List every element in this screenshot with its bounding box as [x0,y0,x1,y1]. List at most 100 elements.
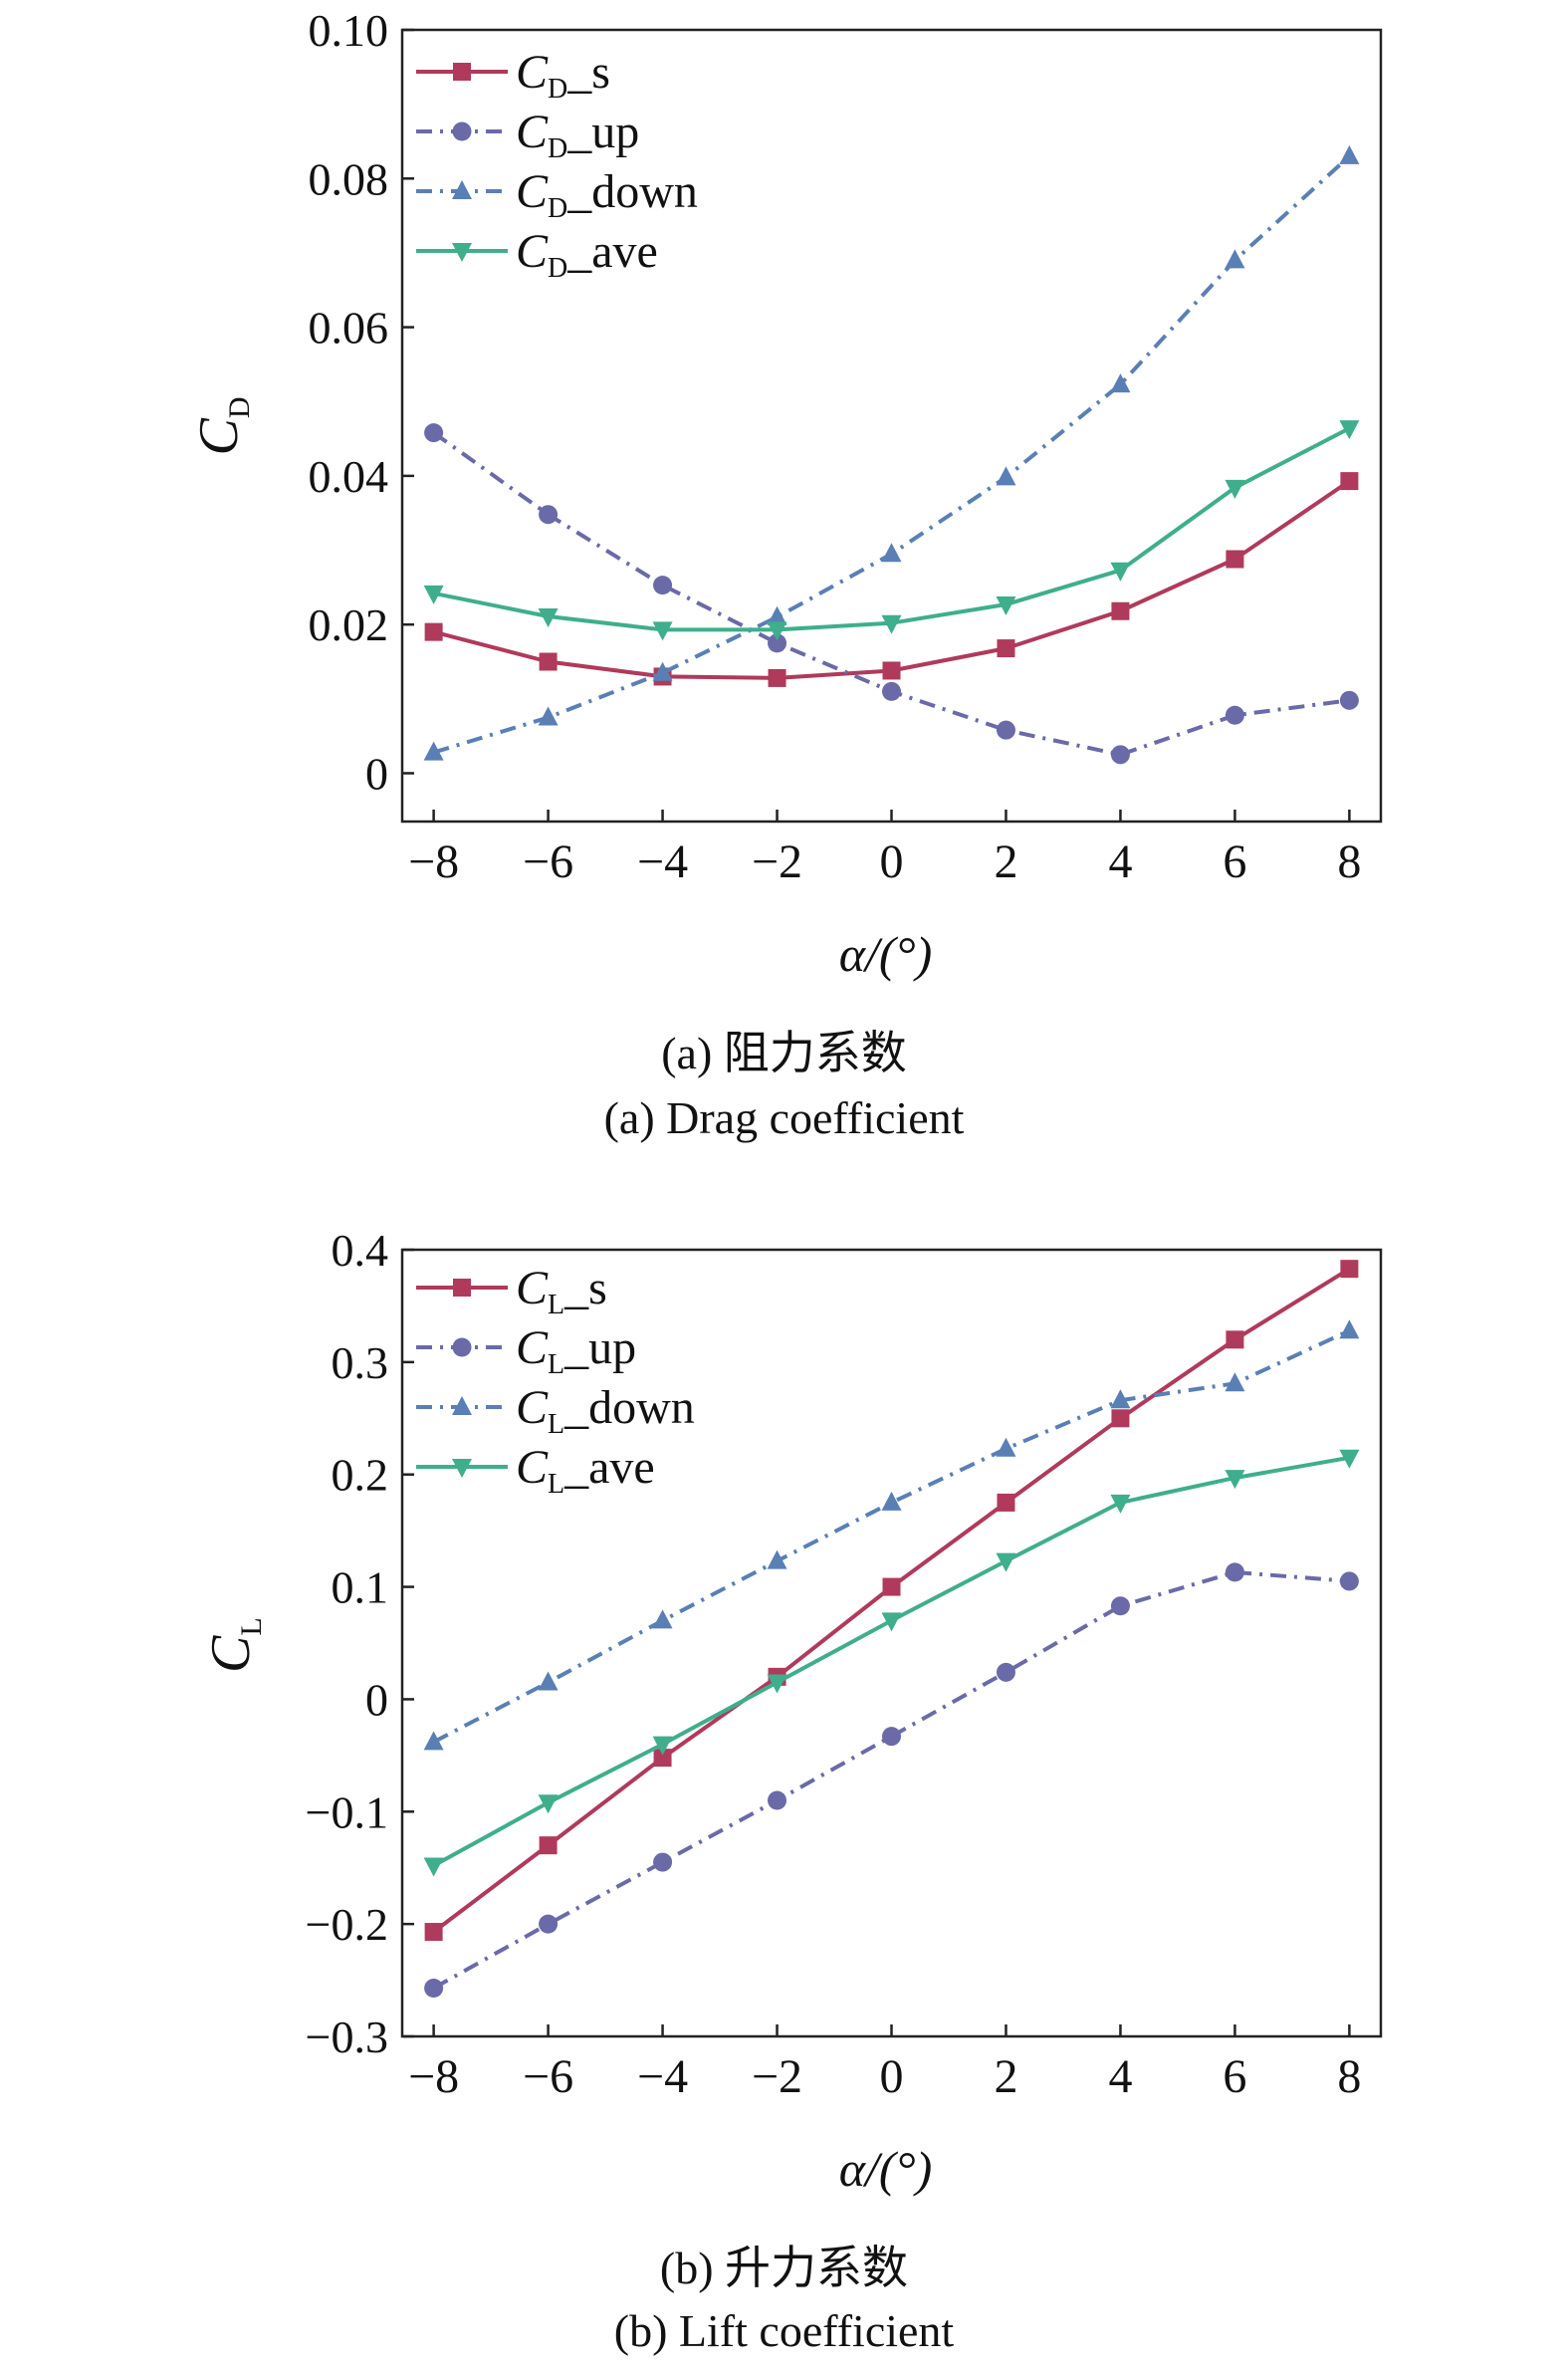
chartb-y-tick-label: 0.3 [332,1337,389,1388]
charta-point-down [652,661,673,681]
chartb-y-tick-label: 0.1 [332,1562,389,1613]
chartb-y-tick-label: 0.2 [332,1450,389,1501]
chartb-point-up [1110,1596,1130,1616]
chartb-point-down [1339,1319,1360,1339]
charta-point-up [1110,745,1130,765]
chartb-point-down [767,1549,787,1569]
caption-a-en: (a) Drag coefficient [603,1092,965,1143]
charta-point-down [767,605,787,625]
charta-legend-label: CD_ave [516,225,658,284]
charta-point-down [538,706,559,726]
charta-point-down [423,741,444,761]
charta-legend-marker [453,63,471,81]
charta-point-s [424,622,443,641]
chartb-line-down [432,1328,1351,1745]
chartb-point-down [881,1491,902,1511]
charta-x-tick-label: −6 [523,835,573,888]
chartb-point-s [539,1836,558,1855]
chartb-y-tick-label: 0 [365,1674,388,1725]
charta-point-up [539,505,559,525]
chartb-x-tick-label: 8 [1337,2050,1361,2103]
charta-line-ave [433,426,1351,632]
chartb-legend-label: CL_up [516,1321,636,1380]
charta-point-s [882,661,901,680]
charta-point-up [768,633,787,653]
drag-coefficient-chart: −8 −6 −4 −2 0 2 4 6 8 0 0.02 0.04 0.06 0.08 0.10 α/(°) C… [188,5,1383,982]
chartb-legend-label: CL_down [516,1381,695,1440]
chartb-y-axis-label: CL [200,1617,268,1673]
charta-y-tick-label: 0.10 [309,5,389,56]
chartb-point-s [424,1923,443,1942]
charta-point-ave [996,596,1016,616]
charta-legend-label: CD_up [516,106,639,164]
chartb-point-down [652,1609,673,1629]
chartb-x-tick-label: −4 [637,2050,688,2103]
charta-legend-label: CD_s [516,46,610,105]
charta-point-down [996,466,1016,486]
chartb-x-axis-label: α/(°) [839,2141,932,2197]
chartb-series-ave [423,1449,1360,1877]
charta-point-ave [881,614,902,634]
chartb-x-tick-label: −8 [408,2050,459,2103]
charta-point-s [997,639,1015,658]
chartb-point-down [538,1671,559,1691]
chartb-point-ave [881,1612,902,1632]
charta-point-s [1111,601,1130,620]
chartb-point-s [1226,1330,1244,1349]
chartb-legend-marker [453,1279,471,1297]
chartb-point-ave [1339,1449,1360,1469]
charta-x-tick-label: 6 [1223,835,1246,888]
charta-point-s [768,668,786,687]
charta-point-up [1225,705,1244,725]
charta-y-axis-label: CD [188,396,256,455]
chartb-y-tick-label: −0.2 [306,1899,388,1950]
chartb-point-ave [1225,1470,1245,1490]
chartb-point-down [1110,1389,1131,1409]
chartb-point-ave [767,1674,787,1694]
charta-point-up [882,681,901,701]
chartb-point-ave [538,1794,559,1814]
charta-point-up [1339,690,1359,710]
charta-x-tick-label: 0 [880,835,904,888]
chartb-point-ave [1110,1494,1131,1514]
chartb-x-tick-label: −6 [523,2050,573,2103]
charta-series-down [423,144,1360,761]
chartb-x-tick-label: 2 [994,2050,1017,2103]
chartb-series-down [423,1319,1360,1751]
charta-point-up [653,576,673,595]
chartb-point-down [423,1731,444,1751]
chartb-series-s [424,1260,1359,1942]
charta-series-s [424,472,1359,687]
charta-point-ave [423,585,444,604]
charta-point-down [1110,373,1131,393]
chartb-point-ave [996,1552,1016,1572]
charta-y-tick-label: 0.08 [309,153,389,204]
lift-coefficient-chart: −8 −6 −4 −2 0 2 4 6 8 −0.3 −0.2 −0.1 0 0.1 0.2 0.3 0.4 α/… [200,1225,1383,2197]
chartb-point-s [653,1749,672,1768]
chartb-point-down [996,1437,1016,1457]
charta-x-tick-label: 4 [1108,835,1132,888]
charta-point-s [1340,472,1359,491]
charta-x-axis-label: α/(°) [839,926,932,982]
chartb-point-up [768,1790,787,1810]
chartb-point-up [1225,1562,1244,1582]
charta-point-ave [1225,479,1245,499]
charta-point-s [539,652,558,671]
charta-x-tick-label: 2 [994,835,1017,888]
charta-point-ave [538,607,559,627]
chartb-point-up [539,1914,559,1934]
chartb-legend-marker [452,1337,472,1357]
chartb-y-tick-label: −0.1 [306,1786,388,1837]
chartb-x-tick-label: 4 [1108,2050,1132,2103]
charta-x-tick-label: 8 [1337,835,1361,888]
chartb-x-tick-label: 0 [880,2050,904,2103]
chartb-line-ave [432,1455,1350,1868]
chartb-point-up [996,1662,1015,1682]
charta-line-up [432,430,1350,757]
chartb-y-tick-label: −0.3 [306,2012,388,2062]
chartb-legend-label: CL_ave [516,1441,655,1500]
chartb-legend-label: CL_s [516,1262,607,1320]
charta-legend-marker [452,180,472,199]
